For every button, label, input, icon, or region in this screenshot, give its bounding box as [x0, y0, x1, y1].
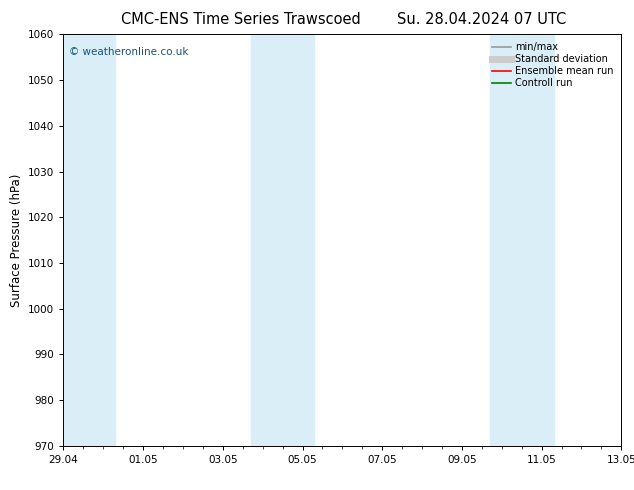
Bar [51, 34, 115, 446]
Bar [490, 34, 553, 446]
Text: © weatheronline.co.uk: © weatheronline.co.uk [69, 47, 188, 57]
Text: CMC-ENS Time Series Trawscoed: CMC-ENS Time Series Trawscoed [121, 12, 361, 27]
Y-axis label: Surface Pressure (hPa): Surface Pressure (hPa) [10, 173, 23, 307]
Legend: min/max, Standard deviation, Ensemble mean run, Controll run: min/max, Standard deviation, Ensemble me… [489, 39, 616, 91]
Bar [250, 34, 314, 446]
Text: Su. 28.04.2024 07 UTC: Su. 28.04.2024 07 UTC [398, 12, 566, 27]
